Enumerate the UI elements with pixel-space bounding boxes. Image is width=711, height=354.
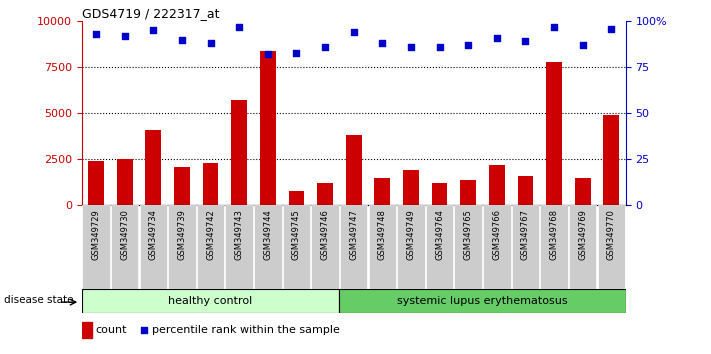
Bar — [231, 101, 247, 205]
Point — [233, 24, 245, 30]
Point — [463, 42, 474, 48]
Point — [176, 37, 188, 42]
Bar — [174, 167, 190, 205]
Text: healthy control: healthy control — [169, 296, 252, 306]
Bar — [346, 135, 362, 205]
Bar — [368, 205, 396, 289]
Text: percentile rank within the sample: percentile rank within the sample — [152, 325, 341, 335]
Point — [319, 44, 331, 50]
Text: GSM349746: GSM349746 — [321, 210, 330, 260]
Point — [291, 50, 302, 55]
Bar — [397, 205, 424, 289]
Point — [606, 26, 617, 32]
Bar — [403, 170, 419, 205]
Point — [205, 40, 216, 46]
Point — [377, 40, 388, 46]
Text: GSM349768: GSM349768 — [550, 210, 559, 261]
Text: GSM349748: GSM349748 — [378, 210, 387, 260]
Bar — [540, 205, 568, 289]
Bar — [283, 205, 310, 289]
Text: systemic lupus erythematosus: systemic lupus erythematosus — [397, 296, 568, 306]
Bar — [518, 176, 533, 205]
Bar — [82, 205, 109, 289]
Text: GSM349742: GSM349742 — [206, 210, 215, 260]
Bar — [432, 183, 447, 205]
Text: GSM349766: GSM349766 — [492, 210, 501, 261]
Text: GSM349770: GSM349770 — [607, 210, 616, 260]
Bar — [146, 130, 161, 205]
Point — [90, 31, 102, 37]
Bar — [111, 205, 139, 289]
Bar — [139, 205, 167, 289]
Bar — [311, 205, 339, 289]
Bar — [460, 179, 476, 205]
Bar — [169, 205, 196, 289]
Bar — [339, 289, 626, 313]
Text: GSM349743: GSM349743 — [235, 210, 244, 260]
Point — [348, 29, 359, 35]
Bar — [489, 165, 505, 205]
Point — [148, 28, 159, 33]
Bar — [546, 62, 562, 205]
Text: GSM349745: GSM349745 — [292, 210, 301, 260]
Text: disease state: disease state — [4, 295, 73, 305]
Point — [139, 327, 150, 333]
Text: GSM349769: GSM349769 — [578, 210, 587, 260]
Bar — [225, 205, 253, 289]
Point — [491, 35, 503, 41]
Bar — [340, 205, 368, 289]
Bar — [575, 178, 591, 205]
Bar — [512, 205, 539, 289]
Bar — [483, 205, 510, 289]
Bar — [426, 205, 454, 289]
Text: count: count — [95, 325, 127, 335]
Bar — [375, 178, 390, 205]
Point — [520, 39, 531, 44]
Point — [548, 24, 560, 30]
Point — [262, 52, 274, 57]
Text: GSM349730: GSM349730 — [120, 210, 129, 260]
Bar — [203, 163, 218, 205]
Point — [405, 44, 417, 50]
Text: GSM349747: GSM349747 — [349, 210, 358, 260]
Bar — [317, 183, 333, 205]
Point — [577, 42, 589, 48]
Bar — [289, 190, 304, 205]
Bar — [454, 205, 482, 289]
Text: GSM349767: GSM349767 — [521, 210, 530, 261]
Bar — [254, 205, 282, 289]
Bar — [197, 205, 225, 289]
Point — [434, 44, 445, 50]
Bar — [260, 51, 276, 205]
Text: GDS4719 / 222317_at: GDS4719 / 222317_at — [82, 7, 219, 20]
Text: GSM349744: GSM349744 — [263, 210, 272, 260]
Text: GSM349764: GSM349764 — [435, 210, 444, 260]
Point — [119, 33, 130, 39]
Bar — [82, 322, 92, 338]
Bar — [88, 161, 104, 205]
Bar — [82, 289, 339, 313]
Bar — [117, 159, 132, 205]
Text: GSM349739: GSM349739 — [178, 210, 186, 260]
Bar — [604, 115, 619, 205]
Text: GSM349734: GSM349734 — [149, 210, 158, 260]
Bar — [598, 205, 625, 289]
Text: GSM349749: GSM349749 — [407, 210, 415, 260]
Text: GSM349729: GSM349729 — [92, 210, 100, 260]
Bar — [569, 205, 597, 289]
Text: GSM349765: GSM349765 — [464, 210, 473, 260]
